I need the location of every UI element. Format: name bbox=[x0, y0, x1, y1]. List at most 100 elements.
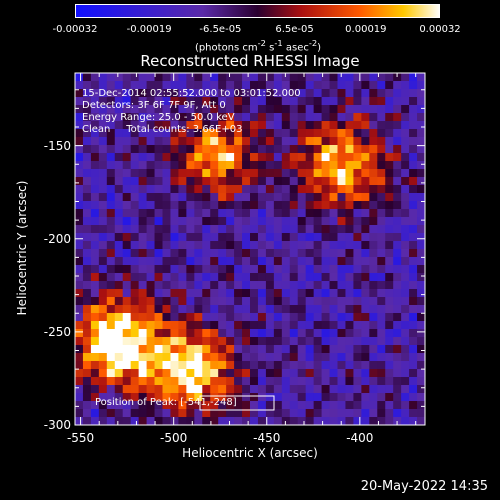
heatmap-cell bbox=[186, 217, 195, 226]
heatmap-cell bbox=[75, 393, 84, 402]
heatmap-cell bbox=[385, 329, 394, 338]
heatmap-cell bbox=[186, 393, 195, 402]
heatmap-cell bbox=[122, 225, 132, 234]
heatmap-cell bbox=[154, 177, 163, 186]
heatmap-cell bbox=[218, 153, 227, 162]
heatmap-cell bbox=[226, 137, 235, 146]
heatmap-cell bbox=[194, 289, 203, 298]
heatmap-cell bbox=[377, 337, 386, 346]
heatmap-cell bbox=[321, 345, 331, 354]
heatmap-cell bbox=[98, 361, 108, 370]
heatmap-cell bbox=[417, 289, 425, 298]
heatmap-cell bbox=[75, 273, 84, 282]
heatmap-cell bbox=[273, 81, 283, 90]
heatmap-cell bbox=[130, 185, 140, 194]
heatmap-cell bbox=[345, 185, 354, 194]
heatmap-cell bbox=[178, 361, 187, 370]
heatmap-cell bbox=[345, 249, 354, 258]
heatmap-cell bbox=[202, 377, 211, 386]
heatmap-cell bbox=[226, 121, 235, 130]
heatmap-cell bbox=[289, 345, 299, 354]
heatmap-cell bbox=[297, 153, 307, 162]
heatmap-cell bbox=[329, 369, 338, 378]
heatmap-cell bbox=[82, 89, 92, 98]
heatmap-cell bbox=[393, 321, 402, 330]
heatmap-cell bbox=[297, 73, 307, 82]
heatmap-cell bbox=[186, 233, 195, 242]
heatmap-cell bbox=[321, 97, 331, 106]
heatmap-cell bbox=[122, 289, 132, 298]
heatmap-cell bbox=[321, 353, 331, 362]
heatmap-cell bbox=[170, 97, 179, 106]
heatmap-cell bbox=[210, 153, 219, 162]
heatmap-cell bbox=[154, 393, 163, 402]
heatmap-cell bbox=[305, 385, 315, 394]
heatmap-cell bbox=[114, 273, 124, 282]
heatmap-cell bbox=[75, 73, 84, 82]
heatmap-cell bbox=[146, 329, 156, 338]
heatmap-cell bbox=[138, 273, 148, 282]
heatmap-cell bbox=[353, 105, 362, 114]
heatmap-cell bbox=[345, 89, 354, 98]
heatmap-cell bbox=[162, 361, 171, 370]
heatmap-cell bbox=[393, 217, 402, 226]
heatmap-cell bbox=[210, 89, 219, 98]
heatmap-cell bbox=[257, 201, 267, 210]
heatmap-cell bbox=[98, 329, 108, 338]
heatmap-cell bbox=[369, 337, 378, 346]
heatmap-cell bbox=[162, 233, 171, 242]
heatmap-cell bbox=[186, 361, 195, 370]
heatmap-cell bbox=[369, 345, 378, 354]
heatmap-cell bbox=[186, 289, 195, 298]
heatmap-cell bbox=[234, 273, 243, 282]
heatmap-cell bbox=[417, 241, 425, 250]
heatmap-cell bbox=[194, 161, 203, 170]
heatmap-cell bbox=[361, 233, 370, 242]
heatmap-cell bbox=[313, 305, 323, 314]
heatmap-cell bbox=[162, 113, 171, 122]
heatmap-cell bbox=[98, 233, 108, 242]
heatmap-cell bbox=[146, 121, 156, 130]
heatmap-cell bbox=[321, 81, 331, 90]
heatmap-cell bbox=[186, 161, 195, 170]
heatmap-cell bbox=[337, 393, 346, 402]
heatmap-cell bbox=[417, 81, 425, 90]
colorbar-tick-label: -0.00032 bbox=[52, 24, 98, 35]
heatmap-cell bbox=[265, 169, 275, 178]
heatmap-cell bbox=[265, 265, 275, 274]
heatmap-cell bbox=[75, 289, 84, 298]
heatmap-cell bbox=[337, 89, 346, 98]
heatmap-cell bbox=[313, 153, 323, 162]
heatmap-cell bbox=[194, 393, 203, 402]
heatmap-cell bbox=[385, 297, 394, 306]
heatmap-cell bbox=[369, 121, 378, 130]
heatmap-cell bbox=[170, 313, 179, 322]
heatmap-cell bbox=[417, 273, 425, 282]
heatmap-cell bbox=[138, 257, 148, 266]
heatmap-cell bbox=[138, 329, 148, 338]
heatmap-cell bbox=[305, 305, 315, 314]
heatmap-cell bbox=[114, 129, 124, 138]
heatmap-cell bbox=[138, 281, 148, 290]
heatmap-cell bbox=[265, 273, 275, 282]
heatmap-cell bbox=[75, 241, 84, 250]
heatmap-cell bbox=[114, 241, 124, 250]
heatmap-cell bbox=[297, 89, 307, 98]
heatmap-cell bbox=[257, 193, 267, 202]
heatmap-cell bbox=[194, 369, 203, 378]
heatmap-cell bbox=[257, 177, 267, 186]
heatmap-cell bbox=[361, 137, 370, 146]
heatmap-cell bbox=[130, 289, 140, 298]
heatmap-cell bbox=[242, 329, 251, 338]
heatmap-cell bbox=[194, 113, 203, 122]
heatmap-cell bbox=[385, 377, 394, 386]
date-stamp: 20-May-2022 14:35 bbox=[360, 479, 488, 494]
heatmap-cell bbox=[409, 393, 418, 402]
heatmap-cell bbox=[106, 105, 116, 114]
heatmap-cell bbox=[162, 401, 171, 410]
heatmap-cell bbox=[329, 193, 338, 202]
heatmap-cell bbox=[313, 257, 323, 266]
heatmap-cell bbox=[98, 217, 108, 226]
heatmap-cell bbox=[369, 249, 378, 258]
heatmap-cell bbox=[202, 369, 211, 378]
